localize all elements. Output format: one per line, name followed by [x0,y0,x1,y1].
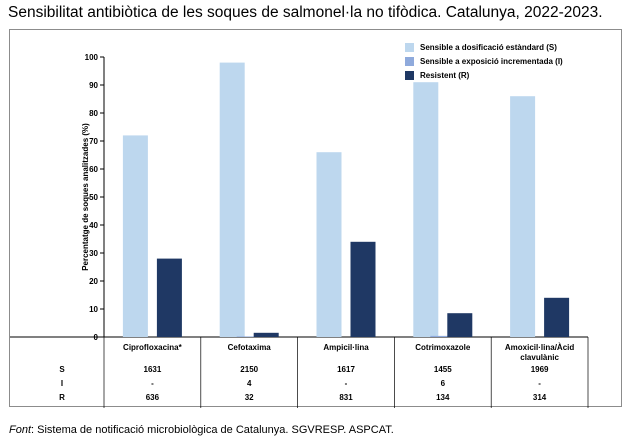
bar-s [316,152,342,337]
y-tick-label: 60 [89,165,98,174]
legend-item-r: Resistent (R) [405,68,563,82]
chart-title: Sensibilitat antibiòtica de les soques d… [8,4,603,21]
table-cell: 1455 [434,365,452,374]
table-row-label: S [59,365,65,374]
y-tick-label: 50 [89,193,98,202]
y-tick-label: 10 [89,305,98,314]
table-cell: 6 [441,379,446,388]
table-cell: 134 [436,393,450,402]
y-tick-label: 20 [89,277,98,286]
table-cell: - [345,379,348,388]
bar-s [413,82,439,337]
source-prefix: Font [9,424,32,436]
table-cell: - [151,379,154,388]
table-row-label: I [61,379,63,388]
y-tick-label: 30 [89,249,98,258]
table-cell: 831 [339,393,353,402]
legend-label-s: Sensible a dosificació estàndard (S) [420,42,557,52]
table-cell: 1617 [337,365,355,374]
legend-label-r: Resistent (R) [420,70,470,80]
legend-item-i: Sensible a exposició incrementada (I) [405,54,563,68]
legend-swatch-r [405,70,414,80]
bar-r [447,313,473,337]
bar-s [122,135,148,337]
chart-frame [9,29,622,407]
table-cell: 314 [533,393,547,402]
bar-r [544,297,570,337]
legend: Sensible a dosificació estàndard (S) Sen… [405,40,563,82]
bar-r [253,332,279,337]
bar-i [236,336,262,337]
legend-swatch-i [405,56,414,66]
bar-i [430,335,456,337]
category-label: Cefotaxima [228,343,272,352]
y-tick-label: 40 [89,221,98,230]
table-cell: 2150 [240,365,258,374]
y-tick-label: 90 [89,81,98,90]
y-tick-label: 70 [89,137,98,146]
bar-s [510,96,536,337]
table-cell: 32 [245,393,254,402]
source-text: : Sistema de notificació microbiològica … [31,424,394,436]
table-cell: 1969 [531,365,549,374]
table-row-label: R [59,393,65,402]
bar-r [350,241,376,337]
source-note: Font: Sistema de notificació microbiològ… [9,424,394,436]
table-cell: 1631 [144,365,162,374]
table-cell: 636 [146,393,160,402]
table-cell: - [538,379,541,388]
bar-r [156,258,182,337]
category-label: clavulànic [520,353,559,362]
legend-label-i: Sensible a exposició incrementada (I) [420,56,563,66]
table-cell: 4 [247,379,252,388]
y-axis-label: Percentatge de soques analitzades (%) [81,123,90,271]
category-label: Amoxicil·lina/Àcid [505,343,574,352]
legend-item-s: Sensible a dosificació estàndard (S) [405,40,563,54]
y-tick-label: 80 [89,109,98,118]
bar-s [219,62,245,337]
category-label: Ciprofloxacina* [123,343,183,352]
legend-swatch-s [405,42,414,52]
y-tick-label: 100 [85,53,99,62]
category-label: Cotrimoxazole [415,343,471,352]
category-label: Ampicil·lina [323,343,369,352]
